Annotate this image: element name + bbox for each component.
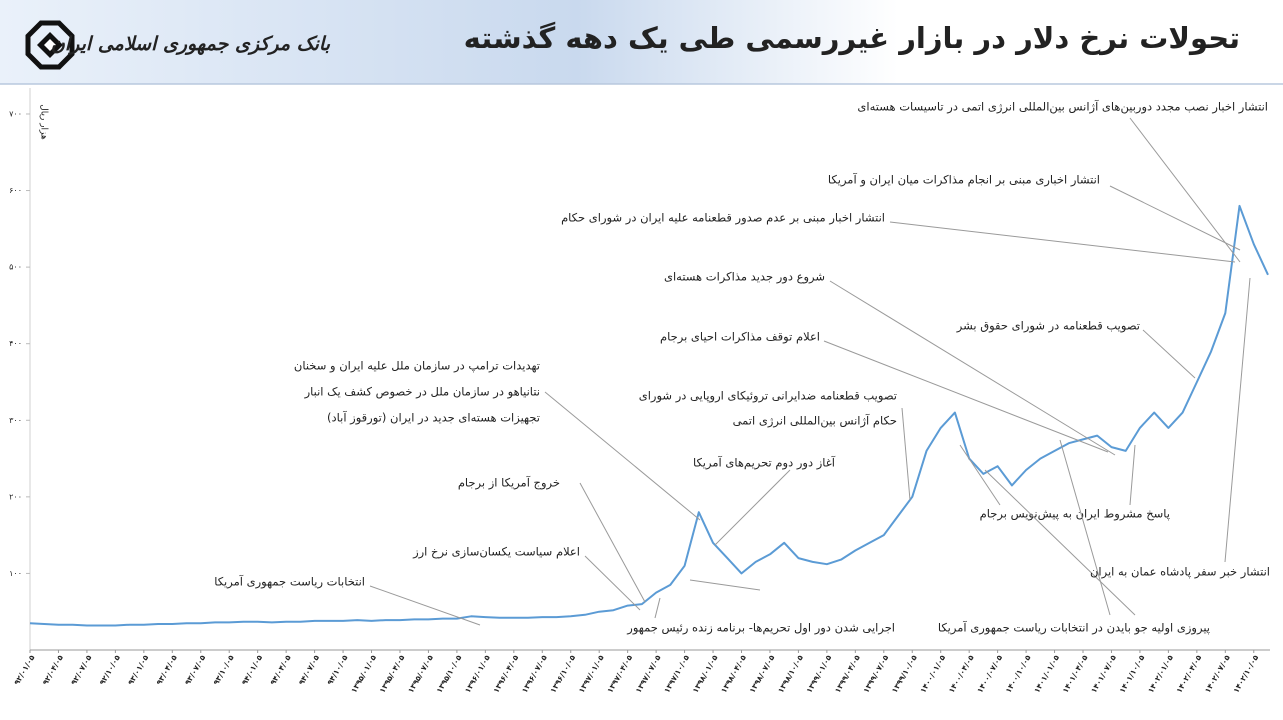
x-tick-label: ۹۲/۱۰/۰۵ xyxy=(98,653,122,686)
x-tick-label: ۱۴۰۱/۰۷/۰۵ xyxy=(1089,653,1118,694)
annotation: تصویب قطعنامه در شورای حقوق بشر xyxy=(956,319,1140,334)
annotation: شروع دور جدید مذاکرات هسته‌ای xyxy=(664,270,825,285)
x-tick-label: ۱۴۰۱/۰۴/۰۵ xyxy=(1061,653,1090,694)
annotation: پاسخ مشروط ایران به پیش‌نویس برجام xyxy=(980,507,1170,522)
y-tick-label: ۳۰۰ xyxy=(9,416,22,425)
x-tick-label: ۱۳۹۶/۰۱/۰۵ xyxy=(463,653,492,694)
x-tick-label: ۱۳۹۵/۱۰/۰۵ xyxy=(435,653,464,694)
y-axis-label: هزار ریال xyxy=(39,104,49,140)
x-tick-label: ۹۲/۰۱/۰۵ xyxy=(12,653,36,686)
x-tick-label: ۱۳۹۸/۰۴/۰۵ xyxy=(719,653,748,694)
x-tick-label: ۱۳۹۸/۰۷/۰۵ xyxy=(748,653,777,694)
annotation: اجرایی شدن دور اول تحریم‌ها- برنامه زنده… xyxy=(626,621,895,636)
logo xyxy=(25,20,75,70)
x-tick-label: ۱۳۹۹/۰۱/۰۵ xyxy=(804,653,833,694)
y-tick-label: ۵۰۰ xyxy=(9,263,22,272)
leader-line xyxy=(1142,329,1196,379)
annotation: انتشار اخبار مبنی بر عدم صدور قطعنامه عل… xyxy=(561,211,885,226)
leader-line xyxy=(1059,439,1111,616)
leader-line xyxy=(959,444,1001,506)
x-tick-label: ۱۴۰۰/۰۱/۰۵ xyxy=(918,653,947,694)
x-tick-label: ۹۴/۰۷/۰۵ xyxy=(297,653,321,686)
bank-name: بانک مرکزی جمهوری اسلامی ایران xyxy=(51,33,331,55)
x-tick-label: ۱۳۹۷/۰۴/۰۵ xyxy=(605,653,634,694)
y-tick-label: ۲۰۰ xyxy=(9,492,22,501)
annotation: انتشار اخباری مبنی بر انجام مذاکرات میان… xyxy=(828,173,1100,188)
x-tick-label: ۱۳۹۸/۱۰/۰۵ xyxy=(776,653,805,694)
x-tick-label: ۱۳۹۹/۰۴/۰۵ xyxy=(833,653,862,694)
x-tick-label: ۱۴۰۰/۰۴/۰۵ xyxy=(947,653,976,694)
chart-title: تحولات نرخ دلار در بازار غیررسمی طی یک د… xyxy=(464,21,1240,55)
x-tick-label: ۹۴/۰۱/۰۵ xyxy=(240,653,264,686)
x-tick-label: ۹۴/۱۰/۰۵ xyxy=(325,653,349,686)
annotation: تصویب قطعنامه ضدایرانی تروئیکای اروپایی … xyxy=(639,389,897,404)
annotation: اعلام سیاست یکسان‌سازی نرخ ارز xyxy=(412,545,580,560)
leader-line xyxy=(689,579,761,591)
x-tick-label: ۱۴۰۲/۰۱/۰۵ xyxy=(1146,653,1175,694)
x-tick-label: ۱۳۹۸/۰۱/۰۵ xyxy=(691,653,720,694)
y-tick-label: ۴۰۰ xyxy=(9,339,22,348)
x-tick-label: ۱۳۹۹/۱۰/۰۵ xyxy=(890,653,919,694)
x-tick-label: ۱۳۹۷/۰۷/۰۵ xyxy=(634,653,663,694)
x-tick-label: ۱۳۹۶/۰۷/۰۵ xyxy=(520,653,549,694)
leader-line xyxy=(1129,444,1136,506)
leader-line xyxy=(1129,117,1241,263)
x-tick-label: ۹۲/۰۷/۰۵ xyxy=(69,653,93,686)
x-tick-label: ۱۳۹۵/۰۴/۰۵ xyxy=(378,653,407,694)
annotation: خروج آمریکا از برجام xyxy=(458,476,560,491)
leader-line xyxy=(584,555,641,611)
x-tick-label: ۱۳۹۵/۰۱/۰۵ xyxy=(349,653,378,694)
leader-line xyxy=(579,482,646,603)
leader-line xyxy=(901,407,911,501)
x-tick-label: ۱۴۰۲/۰۴/۰۵ xyxy=(1174,653,1203,694)
y-tick-label: ۷۰۰ xyxy=(9,109,22,118)
leader-line xyxy=(823,340,1109,453)
x-tick-label: ۹۳/۱۰/۰۵ xyxy=(211,653,235,686)
leader-line xyxy=(654,597,661,619)
x-tick-label: ۱۳۹۶/۰۴/۰۵ xyxy=(491,653,520,694)
x-tick-label: ۱۴۰۱/۱۰/۰۵ xyxy=(1118,653,1147,694)
x-tick-label: ۱۳۹۷/۰۱/۰۵ xyxy=(577,653,606,694)
data-line xyxy=(29,204,1269,627)
annotation: تهدیدات ترامپ در سازمان ملل علیه ایران و… xyxy=(294,359,540,374)
annotation: تجهیزات هسته‌ای جدید در ایران (تورقوز آب… xyxy=(327,411,540,426)
header-band xyxy=(0,0,1283,84)
leader-line xyxy=(984,469,1136,616)
x-tick-label: ۱۳۹۵/۰۷/۰۵ xyxy=(406,653,435,694)
x-tick-label: ۱۴۰۰/۰۷/۰۵ xyxy=(975,653,1004,694)
x-tick-label: ۹۳/۰۴/۰۵ xyxy=(154,653,178,686)
leader-line xyxy=(829,280,1116,456)
x-tick-label: ۱۳۹۷/۱۰/۰۵ xyxy=(662,653,691,694)
x-tick-label: ۹۳/۰۷/۰۵ xyxy=(183,653,207,686)
leader-line xyxy=(889,221,1236,263)
annotation: اعلام توقف مذاکرات احیای برجام xyxy=(660,330,820,345)
annotation: نتانیاهو در سازمان ملل در خصوص کشف یک ان… xyxy=(304,385,540,400)
y-tick-label: ۶۰۰ xyxy=(9,186,22,195)
x-tick-label: ۱۴۰۲/۰۷/۰۵ xyxy=(1203,653,1232,694)
x-tick-label: ۱۴۰۰/۱۰/۰۵ xyxy=(1004,653,1033,694)
x-tick-label: ۹۴/۰۴/۰۵ xyxy=(268,653,292,686)
annotation: انتخابات ریاست جمهوری آمریکا xyxy=(214,575,365,590)
x-tick-label: ۱۳۹۹/۰۷/۰۵ xyxy=(861,653,890,694)
x-tick-label: ۱۴۰۲/۱۰/۰۵ xyxy=(1231,653,1260,694)
x-tick-label: ۹۳/۰۱/۰۵ xyxy=(126,653,150,686)
leader-line xyxy=(714,469,791,546)
x-tick-label: ۱۴۰۱/۰۱/۰۵ xyxy=(1032,653,1061,694)
leader-line xyxy=(544,391,701,521)
annotation: انتشار اخبار نصب مجدد دوربین‌های آژانس ب… xyxy=(857,100,1268,115)
annotation: حکام آژانس بین‌المللی انرژی اتمی xyxy=(733,414,897,429)
leader-line xyxy=(369,585,481,626)
x-tick-label: ۱۳۹۶/۱۰/۰۵ xyxy=(548,653,577,694)
annotation: آغاز دور دوم تحریم‌های آمریکا xyxy=(693,456,836,471)
leader-line xyxy=(1224,277,1251,563)
annotation: پیروزی اولیه جو بایدن در انتخابات ریاست … xyxy=(938,621,1210,636)
x-tick-label: ۹۲/۰۴/۰۵ xyxy=(41,653,65,686)
leader-line xyxy=(1109,185,1241,251)
annotation: انتشار خبر سفر پادشاه عمان به ایران xyxy=(1090,565,1270,580)
y-tick-label: ۱۰۰ xyxy=(9,569,22,578)
